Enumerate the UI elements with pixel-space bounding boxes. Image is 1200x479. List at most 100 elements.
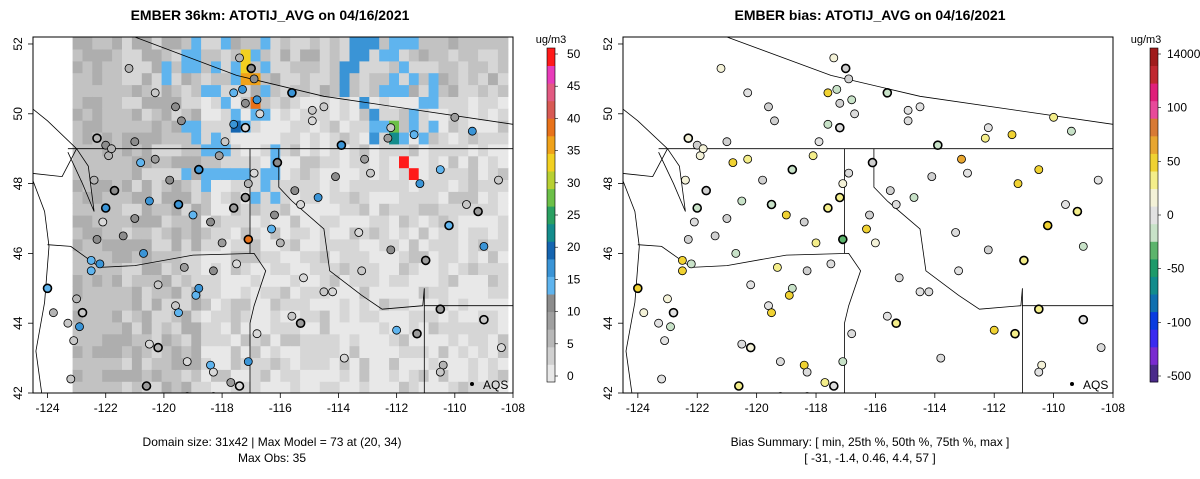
model-grid-cell: [418, 37, 430, 50]
model-grid-cell: [408, 120, 420, 133]
model-grid-cell: [448, 120, 459, 133]
left-footer-line1: Domain size: 31x42 | Max Model = 73 at (…: [143, 435, 402, 449]
model-grid-cell: [72, 108, 84, 121]
colorbar-swatch: [1150, 118, 1158, 137]
model-grid-cell: [270, 262, 281, 275]
bias-point: [1078, 314, 1089, 325]
model-grid-cell: [497, 215, 509, 228]
model-grid-cell: [497, 262, 509, 275]
model-grid-cell: [349, 108, 360, 121]
model-grid-cell: [220, 226, 232, 240]
model-grid-cell: [230, 191, 242, 204]
bias-point: [903, 116, 913, 126]
bias-point: [808, 151, 818, 161]
model-grid-cell: [250, 155, 262, 169]
model-grid-cell: [92, 203, 103, 216]
model-grid-cell: [141, 96, 153, 109]
model-grid-cell: [171, 84, 182, 97]
model-grid-cell: [102, 238, 113, 252]
model-grid-cell: [270, 274, 281, 287]
bias-point: [678, 255, 687, 265]
model-grid-cell: [151, 381, 163, 393]
model-grid-cell: [161, 48, 173, 62]
model-grid-cell: [240, 250, 252, 264]
model-grid-cell: [230, 226, 242, 240]
model-grid-cell: [191, 120, 202, 133]
model-grid-cell: [309, 60, 321, 74]
model-grid-cell: [379, 333, 390, 347]
model-grid-cell: [260, 226, 271, 240]
model-grid-cell: [468, 215, 479, 228]
model-grid-cell: [260, 286, 271, 299]
model-grid-cell: [230, 321, 242, 335]
model-grid-cell: [488, 238, 499, 252]
model-grid-cell: [181, 333, 192, 347]
model-grid-cell: [319, 191, 331, 204]
model-grid-cell: [319, 48, 331, 62]
colorbar-swatch: [547, 48, 555, 66]
model-grid-cell: [458, 131, 469, 145]
model-grid-cell: [497, 96, 509, 109]
model-grid-cell: [181, 167, 192, 180]
model-grid-cell: [428, 321, 440, 335]
model-grid-cell: [319, 60, 331, 74]
model-grid-cell: [319, 226, 331, 240]
model-grid-cell: [260, 250, 271, 264]
colorbar-tick-label: -100: [1167, 315, 1191, 329]
model-grid-cell: [260, 381, 271, 393]
model-grid-cell: [458, 321, 469, 335]
model-grid-cell: [191, 309, 202, 323]
model-grid-cell: [408, 274, 420, 287]
model-grid-cell: [478, 250, 489, 264]
model-grid-cell: [191, 274, 202, 287]
model-grid-cell: [329, 143, 341, 157]
model-grid-cell: [488, 321, 499, 335]
model-grid-cell: [359, 120, 370, 133]
bias-point: [733, 381, 744, 391]
model-grid-cell: [82, 108, 93, 121]
model-grid-cell: [458, 286, 469, 299]
model-grid-cell: [280, 60, 291, 74]
obs-point: [220, 137, 230, 147]
model-grid-cell: [300, 357, 311, 370]
model-grid-cell: [389, 96, 400, 109]
colorbar-swatch: [1150, 65, 1158, 84]
model-grid-cell: [92, 381, 103, 393]
model-grid-cell: [438, 143, 449, 157]
model-grid-cell: [359, 215, 370, 228]
model-grid-cell: [270, 120, 281, 133]
left-map-panel: -124 -122 -120 -118 -116 -114 -112 -110 -108 424…: [11, 34, 581, 465]
model-grid-cell: [290, 215, 301, 228]
model-grid-cell: [82, 250, 93, 264]
model-grid-cell: [171, 131, 182, 145]
model-grid-cell: [468, 155, 479, 169]
model-grid-cell: [379, 298, 390, 311]
model-grid-cell: [82, 60, 93, 74]
model-grid-cell: [389, 48, 400, 62]
model-grid-cell: [82, 120, 93, 133]
model-grid-cell: [329, 357, 341, 370]
obs-point: [435, 304, 446, 315]
model-grid-cell: [290, 286, 301, 299]
model-grid-cell: [240, 131, 252, 145]
obs-point: [287, 88, 297, 98]
obs-point: [386, 245, 396, 255]
model-grid-cell: [171, 48, 182, 62]
model-grid-cell: [478, 96, 489, 109]
model-grid-cell: [448, 191, 459, 204]
model-grid-cell: [309, 143, 321, 157]
model-grid-cell: [389, 84, 400, 97]
bias-point: [871, 238, 880, 248]
model-grid-cell: [329, 48, 341, 62]
model-grid-cell: [389, 333, 400, 347]
obs-point: [255, 109, 265, 119]
model-grid-cell: [201, 167, 212, 180]
bias-point: [823, 203, 833, 213]
model-grid-cell: [468, 167, 479, 180]
model-grid-cell: [399, 120, 410, 133]
model-grid-cell: [161, 381, 173, 393]
model-grid-cell: [468, 179, 479, 192]
y-tick-label: 52: [11, 37, 25, 51]
model-grid-cell: [260, 155, 271, 169]
bias-point: [701, 185, 712, 196]
